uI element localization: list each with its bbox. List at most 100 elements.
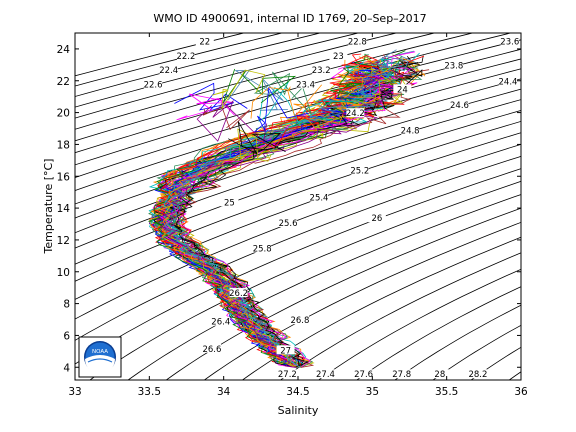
profile-line [223,68,297,104]
y-tick-label: 24 [57,44,71,56]
x-tick-label: 35 [366,386,379,398]
contour-label-24: 24 [397,85,408,95]
contour-label-23-6: 23.6 [500,38,519,48]
density-contour-27-6 [356,286,521,380]
contour-label-26-8: 26.8 [290,316,309,326]
profile-line [228,121,286,155]
x-axis-label: Salinity [278,404,319,417]
density-contour-26-2 [89,180,521,380]
profile-line [202,106,250,131]
contour-label-bg [176,50,195,60]
contour-label-bg [500,36,519,46]
density-contour-25-2 [75,120,521,282]
y-tick-label: 12 [57,235,70,247]
density-contour-25-8 [75,155,521,341]
contour-label-27-4: 27.4 [316,370,335,380]
contour-label-22-6: 22.6 [144,81,163,91]
contour-label-bg [312,65,331,75]
density-contour-22-4 [75,33,322,97]
profile-line [196,99,268,143]
y-tick-label: 20 [57,108,70,120]
profile-line [237,128,272,162]
contour-label-bg [211,316,230,326]
density-contour-24-6 [75,88,521,234]
x-tick-label: 34 [217,386,231,398]
contour-label-24-2: 24.2 [346,109,365,119]
density-contour-24 [75,58,521,191]
contour-label-25-8: 25.8 [253,244,272,254]
contour-label-24-8: 24.8 [401,127,420,137]
contour-label-bg [498,76,517,86]
contour-label-bg [401,125,420,135]
profile-line [158,68,395,368]
contour-label-bg [278,369,297,379]
contour-label-25-2: 25.2 [350,166,369,176]
profile-line [253,71,312,115]
contour-label-23-4: 23.4 [296,81,315,91]
density-contour-27 [241,236,521,380]
svg-text:NOAA: NOAA [92,349,108,355]
contour-label-25-4: 25.4 [310,194,329,204]
density-contour-23 [75,33,436,130]
x-tick-label: 36 [514,386,528,398]
x-tick-label: 33.5 [138,386,161,398]
contour-label-bg [195,36,214,46]
contour-label-28: 28 [434,370,445,380]
y-tick-label: 4 [63,362,70,374]
profile-line [180,69,430,368]
y-tick-label: 18 [57,139,70,151]
contour-label-24-6: 24.6 [450,101,469,111]
contour-label-bg [450,100,469,110]
contour-label-27-2: 27.2 [278,370,297,380]
contour-label-bg [468,369,487,379]
contour-label-bg [392,369,411,379]
contour-label-22-8: 22.8 [348,38,367,48]
y-axis-label: Temperature [°C] [42,159,55,255]
profile-line [211,69,266,109]
density-contour-26 [75,168,521,365]
contour-label-bg [276,345,295,355]
density-contour-28-4 [508,371,521,380]
contour-label-23-2: 23.2 [312,66,331,76]
x-tick-label: 34.5 [286,386,309,398]
contour-label-bg [279,218,298,228]
y-tick-label: 6 [63,330,70,342]
contour-label-24-4: 24.4 [499,77,518,87]
contour-label-bg [144,79,163,89]
density-contour-28 [432,324,521,380]
contour-label-bg [329,50,348,60]
density-contours [75,33,521,380]
contour-label-bg [220,197,239,207]
density-contour-26-4 [127,194,521,380]
profile-line [148,61,368,368]
density-contour-25 [75,109,521,265]
noaa-logo: NOAA [78,336,122,378]
density-contour-26-6 [165,207,521,380]
density-contour-23-4 [75,33,513,154]
density-contour-25-4 [75,132,521,300]
y-tick-label: 16 [57,171,71,183]
contour-label-27-8: 27.8 [392,370,411,380]
contour-label-bg [253,243,272,253]
contour-label-22-2: 22.2 [176,52,195,62]
profile-line [176,93,235,121]
density-contour-28-2 [470,346,521,380]
y-tick-label: 22 [57,76,70,88]
contour-label-bg [310,192,329,202]
profile-line [163,58,392,368]
density-contour-23-2 [75,33,475,142]
contour-label-26: 26 [371,214,382,224]
x-tick-label: 33 [68,386,81,398]
density-contour-24-2 [75,68,521,205]
contour-label-bg [354,369,373,379]
chart-title: WMO ID 4900691, internal ID 1769, 20–Sep… [153,12,426,25]
contour-label-bg [346,108,365,118]
contour-label-22: 22 [199,38,210,48]
x-tick-label: 35.5 [435,386,458,398]
y-tick-label: 14 [57,203,71,215]
density-contour-27-2 [279,252,521,380]
contour-label-bg [159,65,178,75]
contour-label-bg [202,343,221,353]
